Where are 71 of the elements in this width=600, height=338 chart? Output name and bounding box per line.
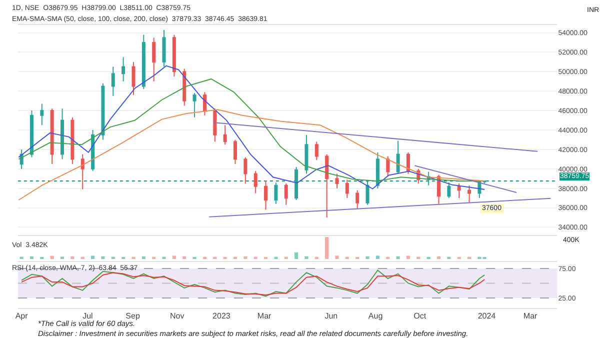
candlestick: [406, 152, 410, 174]
bar: [335, 256, 339, 259]
candlestick: [304, 134, 308, 174]
candlestick: [132, 61, 136, 96]
candlestick: [366, 181, 370, 206]
candlestick: [244, 156, 248, 184]
candlestick: [345, 179, 349, 199]
candlestick: [294, 166, 298, 200]
bar: [304, 256, 308, 259]
x-tick-label: Jun: [324, 312, 338, 321]
candlestick: [457, 182, 461, 199]
candlestick: [40, 103, 44, 126]
candlestick: [314, 141, 318, 161]
x-tick-label: Mar: [257, 312, 272, 321]
bar: [172, 256, 176, 259]
candlestick: [101, 82, 105, 140]
candlestick: [192, 92, 196, 118]
candlestick: [274, 182, 278, 204]
candlestick: [376, 152, 380, 189]
candlestick: [447, 182, 451, 199]
bar: [70, 256, 74, 259]
x-tick-label: Mar: [523, 312, 538, 321]
bar: [406, 256, 410, 259]
candlestick: [182, 68, 186, 106]
candlestick: [264, 180, 268, 210]
candlestick: [50, 108, 54, 165]
bar: [30, 256, 34, 259]
candlestick: [356, 190, 360, 210]
candlestick: [152, 37, 156, 82]
candlestick: [162, 29, 166, 68]
candlestick: [122, 56, 126, 82]
candlestick: [172, 34, 176, 78]
bar: [91, 256, 95, 259]
bar: [396, 256, 400, 259]
candlestick: [202, 92, 206, 116]
candlestick: [223, 124, 227, 146]
x-tick-label: Nov: [170, 312, 184, 321]
candlestick: [142, 34, 146, 90]
x-tick-label: Aug: [368, 312, 383, 321]
x-tick-label: Sep: [126, 312, 140, 321]
bar: [294, 252, 298, 259]
bar: [436, 256, 441, 259]
candlestick: [111, 66, 115, 96]
candlestick: [213, 108, 217, 142]
candlestick: [468, 184, 472, 204]
candlestick: [254, 170, 258, 194]
x-tick-label: Oct: [414, 312, 427, 321]
candlestick: [70, 116, 74, 165]
bar: [244, 256, 248, 259]
candlestick: [386, 156, 390, 178]
candlestick: [335, 173, 339, 189]
candlestick: [80, 154, 84, 190]
bar: [376, 256, 380, 259]
candlestick: [284, 182, 288, 206]
x-tick-label: 2023: [212, 312, 231, 321]
bar: [366, 256, 370, 259]
candlestick: [30, 110, 34, 158]
x-tick-label: 2024: [478, 312, 496, 321]
bar: [182, 256, 186, 259]
line-series: [18, 109, 486, 200]
line-series: [18, 65, 486, 190]
bar: [50, 256, 54, 259]
candlestick: [233, 139, 237, 165]
x-tick-label: Apr: [15, 312, 28, 321]
bar: [142, 256, 146, 259]
bar: [325, 237, 329, 259]
candlestick: [396, 140, 400, 174]
x-tick-label: Jul: [82, 312, 94, 321]
candlestick: [60, 108, 64, 160]
candlestick: [325, 154, 329, 218]
bar: [101, 256, 105, 259]
